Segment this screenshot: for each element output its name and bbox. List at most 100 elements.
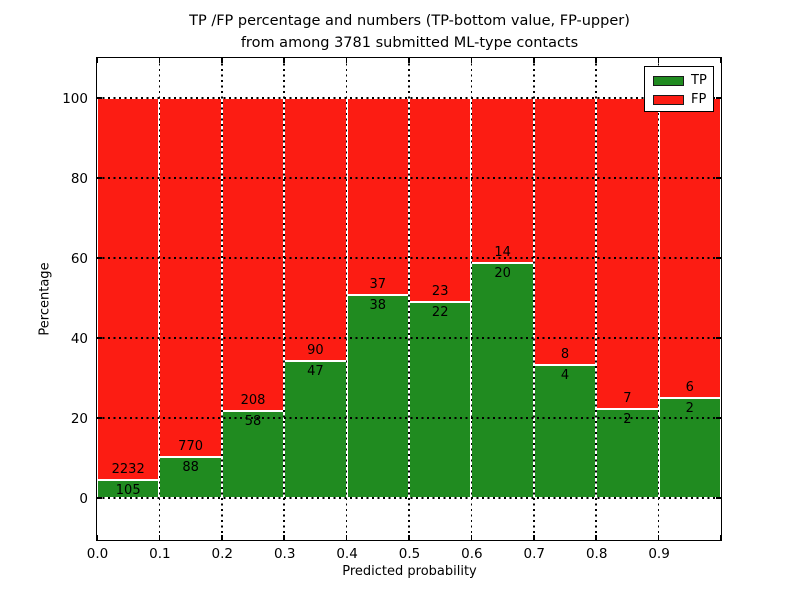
- x-gridline: [283, 58, 285, 540]
- y-tick-mark-right: [716, 257, 721, 259]
- tp-count-label: 88: [182, 459, 199, 475]
- x-tick-mark: [595, 535, 597, 540]
- x-tick-label: 0.6: [461, 546, 483, 562]
- fp-count-label: 37: [369, 277, 387, 293]
- x-tick-label: 0.2: [211, 546, 234, 562]
- fp-count-label: 2232: [111, 462, 145, 478]
- x-tick-mark-top: [221, 58, 223, 63]
- fp-count-label: 23: [431, 284, 449, 300]
- x-tick-mark-top: [470, 58, 473, 63]
- x-gridline: [657, 58, 660, 540]
- tp-count-label: 38: [369, 298, 387, 314]
- x-tick-mark: [345, 535, 348, 540]
- fp-bar-segment: [284, 98, 347, 361]
- y-tick-mark: [97, 257, 102, 259]
- y-tick-mark: [97, 97, 102, 99]
- x-tick-label: 0.4: [336, 546, 358, 562]
- tp-legend-swatch: [653, 75, 684, 86]
- x-tick-mark: [408, 535, 410, 540]
- y-tick-mark: [97, 497, 102, 499]
- tp-count-label: 58: [244, 413, 262, 429]
- fp-bar-segment: [221, 98, 285, 411]
- y-tick-label: 20: [70, 410, 88, 427]
- y-tick-mark-right: [716, 177, 721, 179]
- x-axis-label: Predicted probability: [342, 564, 477, 579]
- tp-legend-label: TP: [691, 73, 707, 88]
- x-tick-mark: [657, 535, 660, 540]
- x-tick-label: 0.0: [86, 546, 109, 562]
- legend-item-tp: TP: [653, 71, 713, 90]
- x-tick-label: 0.3: [273, 546, 296, 562]
- fp-count-label: 770: [178, 438, 203, 454]
- x-tick-mark: [221, 535, 223, 540]
- x-tick-label: 0.5: [398, 546, 421, 562]
- y-tick-mark-right: [716, 417, 721, 419]
- y-tick-label: 40: [70, 330, 88, 347]
- x-tick-label: 0.9: [648, 546, 670, 562]
- y-tick-mark: [97, 177, 102, 179]
- y-tick-mark: [97, 417, 102, 419]
- y-tick-label: 0: [79, 490, 88, 507]
- x-gridline: [533, 58, 535, 540]
- tp-bar-segment: [596, 409, 659, 498]
- legend-item-fp: FP: [653, 90, 713, 109]
- y-tick-label: 80: [70, 170, 88, 187]
- fp-bar-segment: [471, 98, 534, 263]
- x-tick-mark: [720, 535, 722, 540]
- x-tick-mark-top: [158, 58, 161, 63]
- fp-count-label: 90: [307, 342, 324, 358]
- tp-count-label: 2: [623, 412, 632, 428]
- x-gridline: [158, 58, 161, 540]
- x-tick-mark: [96, 535, 98, 540]
- x-tick-mark-top: [720, 58, 722, 63]
- tp-bar-segment: [409, 302, 472, 498]
- fp-bar-segment: [409, 98, 472, 303]
- y-tick-mark-right: [716, 97, 721, 99]
- fp-count-label: 208: [240, 392, 266, 408]
- x-tick-mark-top: [345, 58, 348, 63]
- fp-legend-label: FP: [691, 92, 707, 107]
- tp-count-label: 20: [494, 265, 511, 281]
- y-tick-mark-right: [716, 337, 721, 339]
- fp-count-label: 7: [623, 391, 632, 407]
- x-gridline: [595, 58, 597, 540]
- x-tick-mark-top: [657, 58, 660, 63]
- fp-bar-segment: [658, 98, 721, 398]
- tp-count-label: 47: [307, 363, 324, 379]
- chart-title-line1: TP /FP percentage and numbers (TP-bottom…: [189, 13, 630, 29]
- x-gridline: [408, 58, 410, 540]
- tp-bar-segment: [533, 364, 597, 498]
- chart-title-line2: from among 3781 submitted ML-type contac…: [240, 35, 579, 51]
- tp-bar-segment: [471, 262, 534, 498]
- x-tick-mark: [158, 535, 161, 540]
- x-tick-mark-top: [533, 58, 535, 63]
- x-tick-mark-top: [283, 58, 285, 63]
- fp-bar-segment: [346, 98, 409, 296]
- tp-count-label: 2: [685, 401, 694, 416]
- x-tick-label: 0.7: [523, 546, 546, 562]
- fp-count-label: 8: [560, 346, 570, 362]
- x-tick-label: 0.1: [149, 546, 171, 562]
- tp-count-label: 105: [115, 483, 141, 499]
- x-tick-mark-top: [96, 58, 98, 63]
- fp-count-label: 6: [685, 380, 694, 395]
- x-tick-mark: [283, 535, 285, 540]
- tp-count-label: 22: [431, 305, 449, 321]
- legend: TP FP: [644, 66, 714, 112]
- fp-legend-swatch: [653, 94, 684, 105]
- x-tick-label: 0.8: [585, 546, 608, 562]
- tp-bar-segment: [284, 360, 347, 498]
- tp-count-label: 4: [560, 367, 570, 383]
- x-tick-mark: [470, 535, 473, 540]
- fp-bar-segment: [159, 98, 222, 457]
- x-tick-mark-top: [408, 58, 410, 63]
- y-tick-mark-right: [716, 497, 721, 499]
- y-tick-label: 60: [70, 250, 88, 267]
- fp-bar-segment: [596, 98, 659, 410]
- x-gridline: [221, 58, 223, 540]
- x-gridline: [345, 58, 348, 540]
- fp-bar-segment: [533, 98, 597, 365]
- fp-count-label: 14: [494, 244, 511, 260]
- y-tick-mark: [97, 337, 102, 339]
